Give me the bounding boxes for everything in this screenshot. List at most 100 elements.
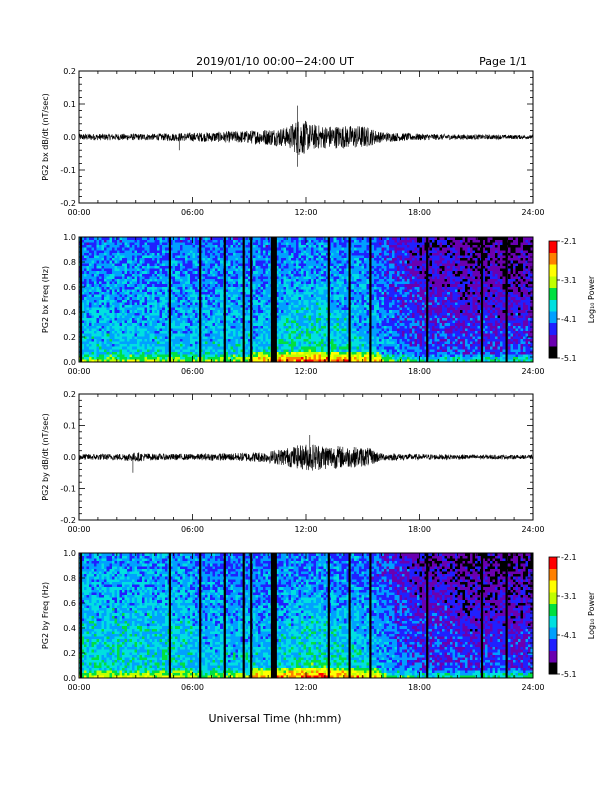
x-tick-label: 12:00 [294, 525, 317, 534]
y-tick-label: 0.6 [63, 283, 76, 292]
colorbar-tick-label: -5.1 [561, 670, 577, 679]
data-gap-1 [79, 237, 83, 362]
spectrogram-cells [79, 553, 534, 679]
data-gap-3 [199, 553, 202, 678]
colorbar-tick-label: -2.1 [561, 553, 577, 562]
x-tick-label: 06:00 [181, 208, 204, 217]
x-tick-label: 18:00 [408, 208, 431, 217]
data-gap-7 [270, 237, 274, 362]
data-gap-7 [270, 553, 274, 678]
y-tick-label: 0.4 [63, 624, 76, 633]
y-tick-label: 0.6 [63, 599, 76, 608]
data-gap-14 [480, 237, 484, 362]
panels: 00:00 06:00 12:00 18:00 24:00 0.2 0.1 0.0 -0.1 -0… [41, 67, 596, 692]
data-gap-12 [369, 553, 372, 678]
y-tick-label: 0.1 [63, 422, 76, 431]
y-tick-label: 0.0 [63, 358, 76, 367]
data-gap-8 [272, 553, 275, 678]
data-gap-9 [274, 553, 277, 678]
data-gap-4 [223, 237, 226, 362]
data-gap-4 [223, 553, 226, 678]
colorbar-tick-label: -3.1 [561, 592, 577, 601]
data-gap-12 [369, 237, 372, 362]
colorbar-tick-label: -4.1 [561, 315, 577, 324]
y-tick-label: 0.8 [63, 258, 76, 267]
y-axis-label: PG2 by Freq (Hz) [41, 582, 50, 649]
data-gap-6 [250, 237, 253, 362]
data-gap-10 [327, 237, 330, 362]
y-tick-label: 0.2 [63, 67, 76, 76]
colorbar-tick-label: -5.1 [561, 354, 577, 363]
data-gap-10 [327, 553, 330, 678]
data-gap-5 [242, 553, 245, 678]
data-gap-11 [348, 553, 351, 678]
data-gap-2 [168, 553, 171, 678]
y-tick-label: -0.2 [60, 199, 76, 208]
y-tick-label: -0.2 [60, 516, 76, 525]
panel-2: 00:00 06:00 12:00 18:00 24:00 1.0 0.8 0.6 0.4 0.2… [41, 233, 596, 376]
figure-title: 2019/01/10 00:00−24:00 UT [196, 55, 354, 68]
x-tick-label: 00:00 [67, 367, 90, 376]
spectrogram-cells [79, 237, 534, 363]
y-tick-label: 1.0 [63, 549, 76, 558]
x-axis-label: Universal Time (hh:mm) [209, 712, 342, 725]
x-tick-label: 18:00 [408, 367, 431, 376]
colorbar: -2.1 -3.1 -4.1 -5.1 Log₁₀ Power [548, 237, 596, 363]
x-tick-label: 00:00 [67, 683, 90, 692]
x-tick-label: 18:00 [408, 683, 431, 692]
y-tick-label: 0.4 [63, 308, 76, 317]
x-tick-label: 24:00 [521, 525, 544, 534]
colorbar-label: Log₁₀ Power [587, 591, 596, 639]
data-gap-14 [480, 553, 484, 678]
x-tick-label: 06:00 [181, 367, 204, 376]
data-gap-13 [426, 553, 429, 678]
data-gap-3 [199, 237, 202, 362]
y-axis-label: PG2 bx dB/dt (nT/sec) [41, 93, 50, 180]
x-tick-label: 24:00 [521, 208, 544, 217]
x-tick-label: 06:00 [181, 525, 204, 534]
data-gap-13 [426, 237, 429, 362]
panel-3: 00:00 06:00 12:00 18:00 24:00 0.2 0.1 0.0 -0.1 -0… [41, 390, 545, 534]
x-tick-label: 00:00 [67, 525, 90, 534]
y-tick-label: 0.8 [63, 574, 76, 583]
y-tick-label: 0.2 [63, 333, 76, 342]
series-line [78, 105, 534, 167]
x-tick-label: 12:00 [294, 208, 317, 217]
x-tick-label: 12:00 [294, 683, 317, 692]
colorbar-tick-label: -3.1 [561, 276, 577, 285]
y-tick-label: -0.1 [60, 485, 76, 494]
x-tick-label: 00:00 [67, 208, 90, 217]
y-axis-label: PG2 by dB/dt (nT/sec) [41, 413, 50, 500]
y-tick-label: 0.2 [63, 390, 76, 399]
x-tick-label: 06:00 [181, 683, 204, 692]
series-line [78, 434, 534, 473]
y-tick-label: 0.2 [63, 649, 76, 658]
x-tick-label: 24:00 [521, 683, 544, 692]
y-tick-label: -0.1 [60, 166, 76, 175]
y-tick-label: 0.0 [63, 453, 76, 462]
data-gap-1 [79, 553, 83, 678]
y-tick-label: 0.1 [63, 100, 76, 109]
data-gap-9 [274, 237, 277, 362]
data-gap-11 [348, 237, 351, 362]
y-tick-label: 0.0 [63, 133, 76, 142]
colorbar: -2.1 -3.1 -4.1 -5.1 Log₁₀ Power [548, 553, 596, 679]
y-tick-label: 0.0 [63, 674, 76, 683]
y-tick-label: 1.0 [63, 233, 76, 242]
x-tick-label: 18:00 [408, 525, 431, 534]
data-gap-8 [272, 237, 275, 362]
x-tick-label: 12:00 [294, 367, 317, 376]
page-number: Page 1/1 [479, 55, 527, 68]
y-axis-label: PG2 bx Freq (Hz) [41, 266, 50, 333]
colorbar-tick-label: -4.1 [561, 631, 577, 640]
data-gap-15 [505, 237, 508, 362]
panel-4: 00:00 06:00 12:00 18:00 24:00 1.0 0.8 0.6 0.4 0.2… [41, 549, 596, 692]
data-gap-6 [250, 553, 253, 678]
data-gap-5 [242, 237, 245, 362]
data-gap-15 [505, 553, 508, 678]
colorbar-tick-label: -2.1 [561, 237, 577, 246]
x-tick-label: 24:00 [521, 367, 544, 376]
colorbar-label: Log₁₀ Power [587, 275, 596, 323]
panel-1: 00:00 06:00 12:00 18:00 24:00 0.2 0.1 0.0 -0.1 -0… [41, 67, 545, 217]
